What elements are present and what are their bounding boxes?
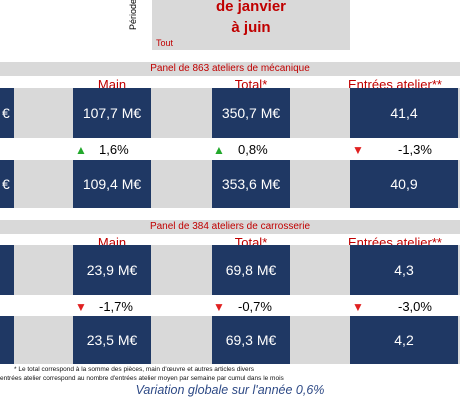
panel1-curr-entrees: 40,9 bbox=[350, 160, 458, 208]
panel2-prev-total: 69,8 M€ bbox=[212, 245, 290, 295]
panel2-stub-prev bbox=[0, 245, 14, 295]
panel1-title: Panel de 863 ateliers de mécanique bbox=[0, 62, 460, 76]
panel1-prev-entrees: 41,4 bbox=[350, 88, 458, 138]
panel2-curr-main: 23,5 M€ bbox=[73, 316, 151, 364]
panel2-title: Panel de 384 ateliers de carrosserie bbox=[0, 220, 460, 234]
panel2-curr-total: 69,3 M€ bbox=[212, 316, 290, 364]
panel2-prev-entrees: 4,3 bbox=[350, 245, 458, 295]
period-title-line1: de janvier bbox=[215, 0, 287, 15]
summary-text: Variation globale sur l'année 0,6% bbox=[135, 383, 325, 397]
panel1-prev-total: 350,7 M€ bbox=[212, 88, 290, 138]
scope-label: Tout bbox=[156, 38, 174, 48]
down-arrow-icon: ▼ bbox=[213, 300, 225, 314]
panel2-curr-entrees: 4,2 bbox=[350, 316, 458, 364]
down-arrow-icon: ▼ bbox=[352, 143, 364, 157]
footnote-1: * Le total correspond à la somme des piè… bbox=[14, 366, 255, 373]
up-arrow-icon: ▲ bbox=[75, 143, 87, 157]
panel2-prev-main: 23,9 M€ bbox=[73, 245, 151, 295]
down-arrow-icon: ▼ bbox=[352, 300, 364, 314]
panel2-var-entrees: -3,0% bbox=[398, 299, 432, 314]
periode-label: Période bbox=[128, 0, 138, 30]
panel1-var-total: 0,8% bbox=[238, 142, 268, 157]
period-title-line2: à juin bbox=[231, 19, 271, 36]
panel1-var-main: 1,6% bbox=[99, 142, 129, 157]
panel2-stub-curr bbox=[0, 316, 14, 364]
panel1-stub-prev: € bbox=[0, 88, 14, 138]
down-arrow-icon: ▼ bbox=[75, 300, 87, 314]
panel1-curr-main: 109,4 M€ bbox=[73, 160, 151, 208]
up-arrow-icon: ▲ bbox=[213, 143, 225, 157]
footnote-2: entrées atelier correspond au nombre d'e… bbox=[0, 375, 284, 382]
panel1-stub-curr: € bbox=[0, 160, 14, 208]
panel2-var-main: -1,7% bbox=[99, 299, 133, 314]
panel1-curr-total: 353,6 M€ bbox=[212, 160, 290, 208]
panel1-var-entrees: -1,3% bbox=[398, 142, 432, 157]
panel2-var-total: -0,7% bbox=[238, 299, 272, 314]
panel1-prev-main: 107,7 M€ bbox=[73, 88, 151, 138]
period-header-box bbox=[152, 0, 350, 50]
